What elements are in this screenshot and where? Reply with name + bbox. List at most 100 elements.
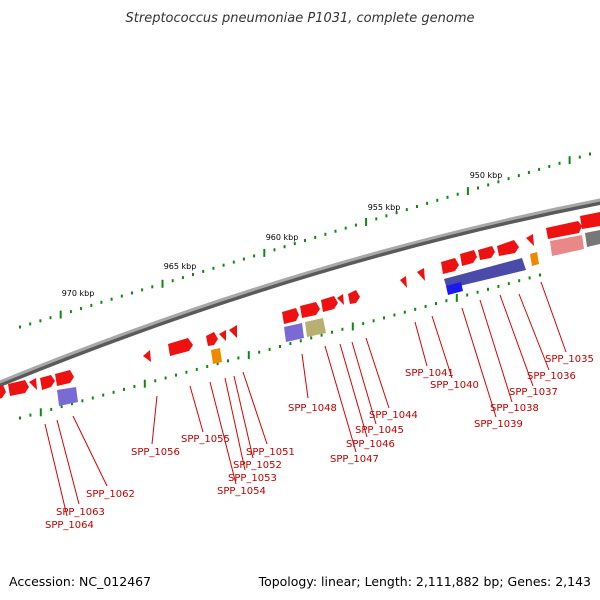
minor-tick [372,319,375,323]
gene-arrow[interactable] [0,385,6,400]
minor-tick [268,347,271,351]
gene-arrow[interactable] [55,370,74,386]
gene-label[interactable]: SPP_1063 [56,507,105,518]
gene-label[interactable]: SPP_1055 [181,434,230,445]
minor-tick [477,186,479,190]
gene-label[interactable]: SPP_1041 [405,368,454,379]
gene-label[interactable]: SPP_1051 [246,447,295,458]
gene-label[interactable]: SPP_1040 [430,380,479,391]
gene-label[interactable]: SPP_1062 [86,489,135,500]
gene-label[interactable]: SPP_1046 [346,439,395,450]
minor-tick [487,287,489,291]
minor-tick [289,342,292,346]
gene-arrow[interactable] [321,296,338,312]
gene-arrow[interactable] [206,332,218,346]
minor-tick [299,339,302,343]
minor-tick [436,198,439,202]
minor-tick [50,407,53,411]
minor-tick [131,291,133,295]
minor-tick [279,345,281,348]
gene-arrow[interactable] [348,290,360,304]
feature-box-light-blue[interactable] [57,387,78,406]
gene-label[interactable]: SPP_1064 [45,520,94,531]
minor-tick [19,416,21,420]
major-tick [466,187,469,196]
minor-tick [414,307,417,311]
gene-label[interactable]: SPP_1054 [217,486,266,497]
gene-arrow[interactable] [526,234,534,246]
gene-label[interactable]: SPP_1044 [369,410,418,421]
genome-backbone [0,198,600,384]
gene-arrow[interactable] [229,325,237,338]
minor-tick [60,405,63,409]
gene-arrow[interactable] [40,375,55,390]
feature-box-olive[interactable] [305,318,326,337]
minor-tick [320,333,323,337]
minor-tick [558,161,561,165]
minor-tick [258,350,261,354]
minor-tick [212,266,215,270]
gene-arrow[interactable] [497,240,519,256]
minor-tick [324,232,327,236]
gene-arrow[interactable] [219,330,226,341]
gene-label[interactable]: SPP_1036 [527,371,576,382]
minor-tick [19,325,21,329]
gene-label[interactable]: SPP_1053 [228,473,277,484]
gene-label[interactable]: SPP_1056 [131,447,180,458]
major-tick [247,351,250,360]
feature-box-orange[interactable] [211,348,222,364]
gene-arrow[interactable] [282,308,299,324]
minor-tick [331,330,333,334]
minor-tick [314,235,317,239]
gene-label[interactable]: SPP_1045 [355,425,404,436]
major-tick [568,156,571,165]
minor-tick [151,285,154,289]
minor-tick [507,282,510,286]
minor-tick [181,276,184,280]
major-tick [455,293,458,302]
feature-box-orange[interactable] [530,252,539,266]
scale-label-950: 950 kbp [470,171,503,180]
minor-tick [192,273,194,276]
gene-label[interactable]: SPP_1035 [545,354,594,365]
gene-label[interactable]: SPP_1047 [330,454,379,465]
minor-tick [133,385,136,388]
feature-box-bright-blue[interactable] [446,282,463,295]
gene-arrow[interactable] [143,350,151,362]
minor-tick [416,205,418,208]
gene-label[interactable]: SPP_1048 [288,403,337,414]
minor-tick [497,180,500,184]
gene-label[interactable]: SPP_1038 [490,403,539,414]
feature-box-blue[interactable] [444,258,526,289]
feature-box-light-blue[interactable] [284,323,304,342]
gene-arrow[interactable] [580,212,600,229]
minor-tick [539,273,541,277]
minor-tick [102,393,105,397]
gene-arrow[interactable] [8,380,29,396]
gene-label[interactable]: SPP_1037 [509,387,558,398]
gene-arrow[interactable] [337,294,344,305]
gene-arrow[interactable] [300,302,320,318]
gene-label[interactable]: SPP_1052 [233,460,282,471]
minor-tick [405,208,408,212]
gene-arrow[interactable] [460,250,477,266]
minor-tick [81,399,84,403]
minor-tick [185,370,188,374]
gene-arrow[interactable] [400,276,407,288]
minor-tick [253,254,256,258]
minor-tick [435,302,437,306]
gene-labels: SPP_1035 SPP_1036 SPP_1037 SPP_1038 SPP_… [45,354,594,531]
gene-arrow[interactable] [417,268,425,281]
gene-label[interactable]: SPP_1039 [474,419,523,430]
minor-tick [164,376,167,380]
feature-box-pink[interactable] [550,235,584,256]
minor-tick [383,316,385,320]
gene-arrow[interactable] [478,246,495,260]
gene-arrow[interactable] [546,221,582,239]
feature-box-gray[interactable] [585,230,600,247]
gene-arrow[interactable] [29,378,37,390]
gene-arrow[interactable] [168,338,193,356]
gene-arrow[interactable] [441,258,459,274]
minor-tick [527,171,530,174]
